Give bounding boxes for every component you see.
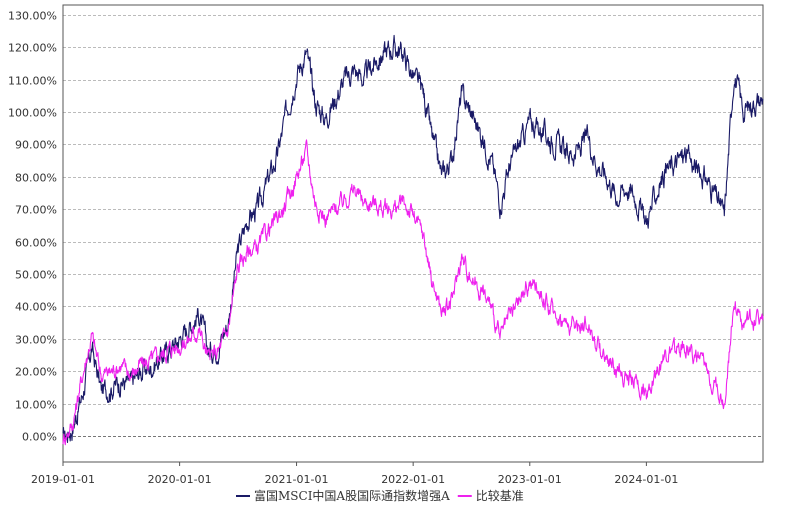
y-tick-label: 20.00%: [15, 366, 57, 379]
y-tick-label: 0.00%: [22, 431, 57, 444]
y-tick-label: 100.00%: [8, 107, 57, 120]
y-tick-label: 70.00%: [15, 204, 57, 217]
legend-label: 富国MSCI中国A股国际通指数增强A: [254, 488, 450, 503]
y-tick-label: 10.00%: [15, 399, 57, 412]
x-tick-label: 2020-01-01: [148, 473, 212, 486]
axis-layer: 0.00% 10.00% 20.00% 30.00% 40.00% 50.00% 60.00…: [8, 4, 764, 486]
series-line-1: [62, 139, 764, 446]
series-layer: [62, 34, 764, 446]
x-tick-label: 2019-01-01: [31, 473, 95, 486]
legend: 富国MSCI中国A股国际通指数增强A 比较基准: [236, 488, 524, 503]
x-tick-label: 2024-01-01: [614, 473, 678, 486]
y-tick-label: 110.00%: [8, 75, 57, 88]
x-tick-label: 2021-01-01: [265, 473, 329, 486]
x-tick-label: 2022-01-01: [381, 473, 445, 486]
y-tick-label: 120.00%: [8, 42, 57, 55]
y-tick-label: 30.00%: [15, 334, 57, 347]
series-line-0: [62, 34, 764, 444]
x-tick-label: 2023-01-01: [498, 473, 562, 486]
grid-layer: [63, 15, 763, 437]
y-tick-label: 50.00%: [15, 269, 57, 282]
y-tick-label: 130.00%: [8, 10, 57, 23]
legend-label: 比较基准: [476, 488, 524, 503]
y-tick-label: 60.00%: [15, 237, 57, 250]
y-tick-label: 80.00%: [15, 172, 57, 185]
y-tick-label: 90.00%: [15, 139, 57, 152]
y-tick-label: 40.00%: [15, 301, 57, 314]
